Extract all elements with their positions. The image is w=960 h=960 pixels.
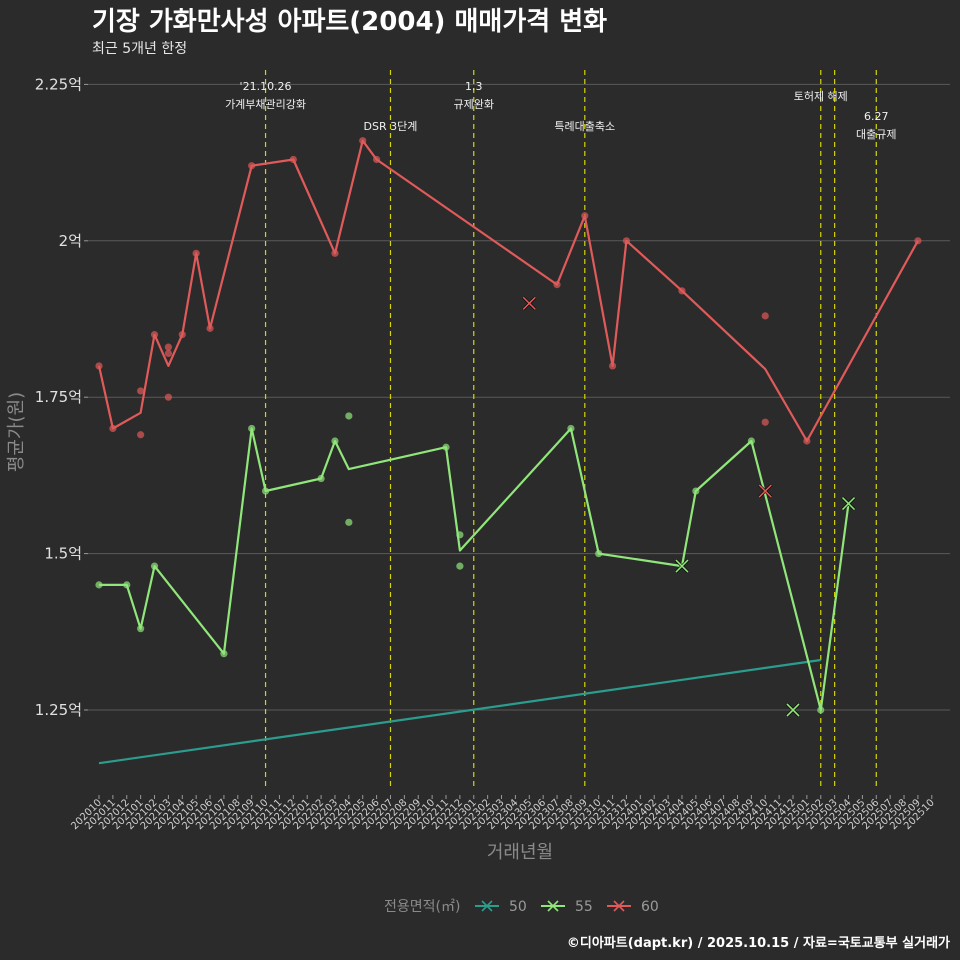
series-line-60 bbox=[97, 139, 919, 443]
data-point bbox=[248, 424, 256, 433]
data-point-cross bbox=[522, 296, 536, 310]
data-point-cross bbox=[758, 484, 772, 498]
data-point bbox=[359, 137, 367, 145]
y-tick-label: 2억 bbox=[59, 232, 82, 250]
data-point bbox=[692, 487, 700, 495]
legend-swatch-cross bbox=[547, 900, 559, 912]
data-point bbox=[442, 443, 450, 451]
y-axis-ticks: 1.25억 1.5억 1.75억 2억 2.25억 bbox=[35, 75, 88, 719]
data-point-cross bbox=[786, 703, 800, 717]
event-label: 대출규제 bbox=[856, 128, 896, 141]
x-axis-ticks: 2020102020112020122021012021022021032021… bbox=[69, 795, 937, 832]
data-point-cross bbox=[841, 496, 856, 511]
event-label: 6.27 bbox=[864, 110, 889, 123]
series-55 bbox=[95, 412, 856, 717]
event-label: 1.3 bbox=[465, 80, 483, 93]
series-50 bbox=[98, 658, 821, 765]
data-point bbox=[192, 249, 200, 257]
x-axis-title: 거래년월 bbox=[487, 842, 553, 863]
legend-item-50[interactable]: 50 bbox=[475, 899, 527, 915]
data-point bbox=[622, 237, 631, 245]
event-label: 규제완화 bbox=[454, 98, 494, 111]
data-point bbox=[761, 418, 769, 426]
data-point bbox=[248, 162, 256, 170]
chart-subtitle: 최근 5개년 한정 bbox=[92, 41, 187, 57]
data-point bbox=[608, 362, 617, 370]
series-layer bbox=[95, 137, 922, 765]
legend-label: 50 bbox=[509, 899, 527, 915]
event-label: '21.10.26 bbox=[240, 80, 292, 93]
data-point bbox=[456, 531, 464, 539]
legend[interactable]: 전용면적(㎡) 50 55 60 bbox=[384, 899, 659, 915]
data-point bbox=[164, 393, 172, 401]
data-point bbox=[164, 349, 172, 358]
chart-title: 기장 가화만사성 아파트(2004) 매매가격 변화 bbox=[92, 7, 607, 37]
data-point bbox=[345, 412, 353, 420]
data-point bbox=[164, 343, 172, 351]
data-point bbox=[803, 437, 811, 445]
data-point bbox=[761, 312, 769, 320]
event-label: 토허제 해제 bbox=[794, 89, 848, 103]
data-point bbox=[317, 474, 325, 483]
legend-item-55[interactable]: 55 bbox=[541, 899, 593, 915]
data-point-cross bbox=[675, 559, 689, 573]
data-point bbox=[747, 437, 755, 445]
y-tick-label: 1.25억 bbox=[35, 701, 82, 719]
data-point bbox=[331, 249, 339, 257]
event-label: 가계부채관리강화 bbox=[225, 98, 306, 111]
data-point bbox=[220, 650, 228, 658]
data-point bbox=[553, 280, 561, 289]
data-point bbox=[150, 562, 159, 570]
y-axis-title: 평균가(원) bbox=[6, 392, 27, 472]
data-point bbox=[456, 562, 464, 570]
y-tick-label: 2.25억 bbox=[35, 75, 82, 93]
data-point bbox=[123, 581, 131, 589]
data-point bbox=[595, 550, 603, 558]
data-point bbox=[137, 431, 145, 439]
data-point bbox=[345, 518, 353, 526]
series-line-50 bbox=[98, 658, 821, 765]
legend-item-60[interactable]: 60 bbox=[607, 899, 659, 915]
event-label: 특례대출축소 bbox=[554, 120, 615, 133]
data-point bbox=[95, 362, 103, 370]
data-point bbox=[137, 625, 145, 633]
data-point bbox=[678, 287, 686, 295]
legend-swatch-cross bbox=[481, 900, 493, 912]
data-point bbox=[331, 437, 339, 445]
legend-swatch-cross bbox=[613, 900, 625, 912]
data-point bbox=[581, 212, 589, 220]
legend-label: 60 bbox=[641, 899, 659, 915]
data-point bbox=[567, 424, 575, 433]
source-caption: ©디아파트(dapt.kr) / 2025.10.15 / 자료=국토교통부 실… bbox=[567, 935, 950, 951]
data-point bbox=[914, 237, 922, 245]
data-point bbox=[178, 331, 186, 339]
data-point bbox=[109, 424, 117, 433]
data-point bbox=[150, 331, 159, 339]
y-tick-label: 1.75억 bbox=[35, 388, 82, 406]
event-label: DSR 3단계 bbox=[364, 120, 418, 133]
data-point bbox=[95, 581, 103, 589]
data-point bbox=[289, 155, 297, 164]
data-point bbox=[261, 487, 270, 495]
data-point bbox=[137, 387, 145, 395]
legend-title: 전용면적(㎡) bbox=[384, 899, 460, 915]
data-point bbox=[206, 324, 214, 332]
data-point bbox=[817, 706, 825, 714]
y-tick-label: 1.5억 bbox=[44, 545, 82, 563]
legend-label: 55 bbox=[575, 899, 593, 915]
series-60 bbox=[95, 137, 922, 499]
data-point bbox=[373, 155, 381, 164]
